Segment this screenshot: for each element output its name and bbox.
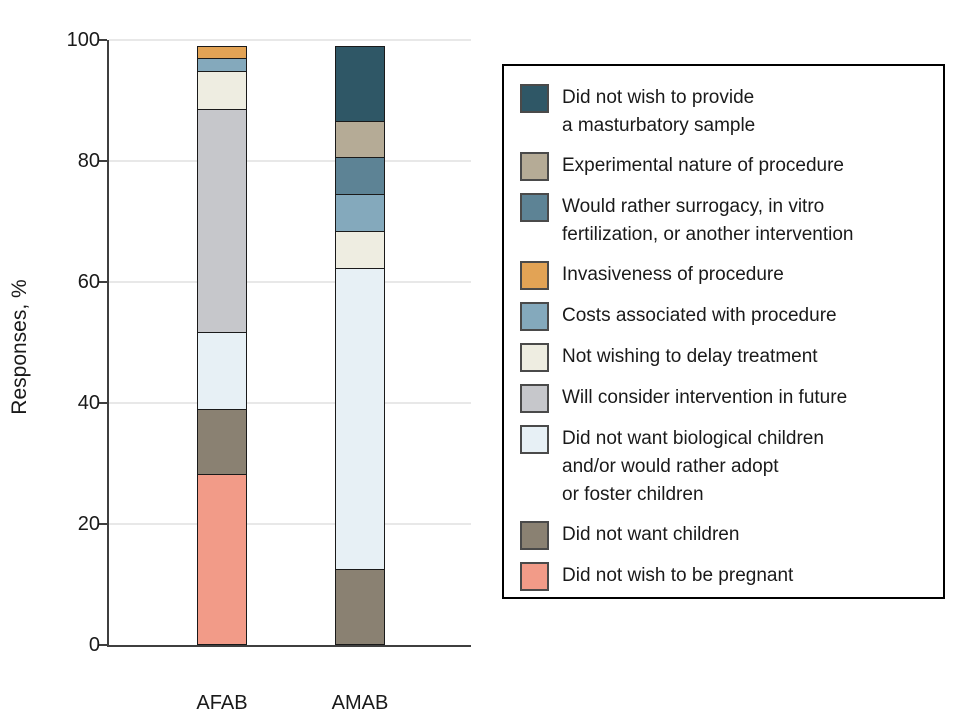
legend-label: Will consider intervention in future [562,387,848,408]
legend-item: Would rather surrogacy, in vitro fertiliz… [520,193,937,249]
legend-item: Invasiveness of procedure [520,261,937,290]
y-tick-mark-100 [99,39,107,41]
y-tick-label-100: 100 [66,29,100,51]
bar-afab [197,46,247,645]
y-tick-mark-60 [99,281,107,283]
bar-segment [335,46,385,122]
legend-item: Not wishing to delay treatment [520,343,937,372]
legend-box: Did not wish to provide a masturbatory sa… [502,64,945,599]
bar-amab [335,46,385,645]
legend-item: Did not wish to provide a masturbatory sa… [520,84,937,140]
bar-segment [197,409,247,475]
bar-segment [335,194,385,233]
legend-item: Experimental nature of procedure [520,152,937,181]
bar-segment [335,120,385,159]
legend-swatch [520,193,549,222]
x-category-label-afab: AFAB [196,692,248,711]
y-tick-mark-40 [99,402,107,404]
gridline-20 [109,523,471,525]
bar-segment [197,58,247,72]
legend-label: Not wishing to delay treatment [562,346,818,367]
legend-item: Did not want biological children and/or w… [520,425,937,509]
x-axis-line [107,645,471,647]
y-tick-mark-80 [99,160,107,162]
legend-label: Did not want children [562,524,740,545]
bar-segment [335,157,385,196]
bar-segment [335,569,385,645]
legend-swatch [520,384,549,413]
y-tick-label-0: 0 [88,634,100,656]
legend-swatch [520,152,549,181]
legend-label: Did not wish to be pregnant [562,565,794,586]
bar-segment [335,231,385,269]
gridline-80 [109,160,471,162]
bar-segment [197,70,247,110]
legend-swatch [520,261,549,290]
y-tick-label-40: 40 [77,392,100,414]
gridline-40 [109,402,471,404]
bar-segment [197,331,247,411]
legend-swatch [520,302,549,331]
legend-item: Costs associated with procedure [520,302,937,331]
y-tick-label-80: 80 [77,150,100,172]
legend-item: Did not want children [520,521,937,550]
legend-item: Did not wish to be pregnant [520,562,937,591]
bar-segment [335,267,385,571]
legend-label: Did not wish to provide a masturbatory sa… [562,87,756,136]
legend-swatch [520,84,549,113]
legend-swatch [520,521,549,550]
plot-area: 0 20 40 60 80 100 AFAB AMAB [67,30,471,711]
legend-label: Did not want biological children and/or w… [562,428,824,505]
gridline-100 [109,39,471,41]
legend-swatch [520,562,549,591]
bar-segment [197,46,247,60]
legend-swatch [520,343,549,372]
legend-label: Invasiveness of procedure [562,264,784,285]
x-category-label-amab: AMAB [331,692,389,711]
y-tick-label-20: 20 [77,513,100,535]
y-axis-line [107,40,109,647]
y-tick-mark-0 [99,644,107,646]
legend-swatch [520,425,549,454]
y-axis-title: Responses, % [8,279,31,415]
y-tick-label-60: 60 [77,271,100,293]
gridline-60 [109,281,471,283]
legend-item: Will consider intervention in future [520,384,937,413]
legend-label: Costs associated with procedure [562,305,837,326]
legend-label: Would rather surrogacy, in vitro fertiliz… [562,196,854,245]
bar-segment [197,108,247,333]
bar-segment [197,473,247,645]
y-tick-mark-20 [99,523,107,525]
legend-label: Experimental nature of procedure [562,155,844,176]
